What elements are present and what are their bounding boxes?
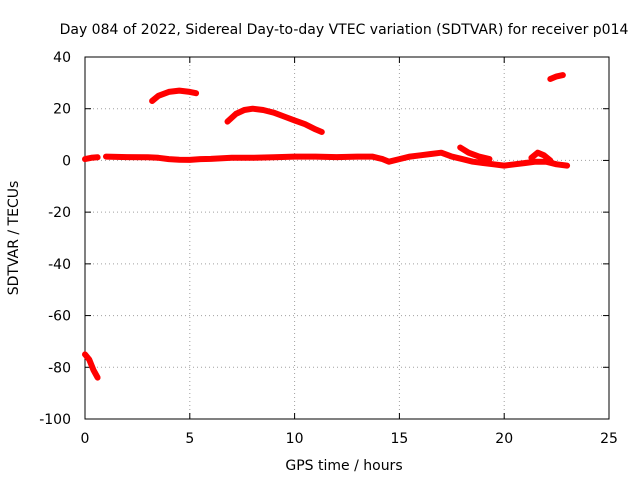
x-tick-label: 20 — [495, 431, 513, 447]
series-bump-b — [224, 105, 325, 135]
x-tick-label: 15 — [390, 431, 408, 447]
series-bump-a — [149, 87, 200, 104]
y-tick-label: -60 — [48, 309, 71, 325]
series-baseline-early — [82, 154, 101, 163]
y-axis-label: SDTVAR / TECUs — [6, 181, 22, 296]
y-tick-label: 20 — [53, 102, 71, 118]
chart-title: Day 084 of 2022, Sidereal Day-to-day VTE… — [60, 22, 629, 38]
series-branch-c — [457, 144, 493, 163]
y-tick-label: -100 — [39, 412, 71, 428]
x-tick-label: 10 — [286, 431, 304, 447]
y-tick-label: 40 — [53, 50, 71, 66]
x-tick-label: 5 — [185, 431, 194, 447]
y-tick-label: 0 — [62, 153, 71, 169]
x-tick-label: 0 — [81, 431, 90, 447]
series-spike-d — [528, 149, 554, 164]
series-top-right — [547, 72, 566, 82]
plot-frame — [84, 56, 610, 420]
y-tick-label: -20 — [48, 205, 71, 221]
series-layer — [82, 72, 571, 381]
series-dip-left — [82, 351, 101, 381]
series-baseline-main — [103, 149, 571, 169]
x-axis-label: GPS time / hours — [285, 458, 402, 474]
y-tick-label: -80 — [48, 360, 71, 376]
grid — [85, 57, 609, 419]
axis-ticks: 0 5 10 15 20 25 -100 -80 -60 -40 -20 0 20 40 — [39, 50, 618, 447]
x-tick-label: 25 — [600, 431, 618, 447]
y-tick-label: -40 — [48, 257, 71, 273]
